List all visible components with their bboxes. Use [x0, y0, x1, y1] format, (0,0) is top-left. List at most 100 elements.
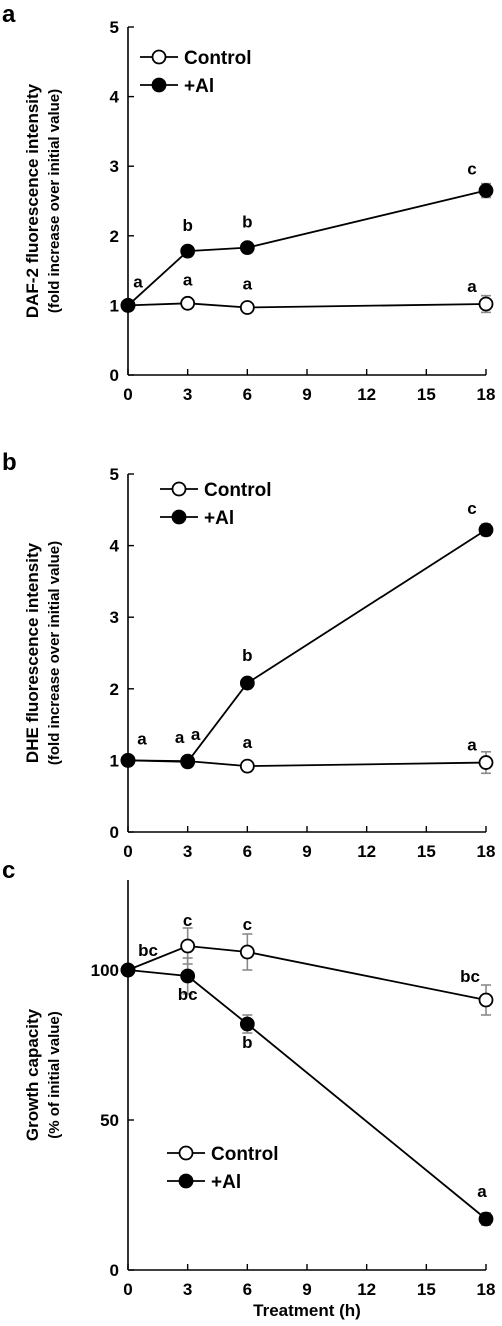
significance-label: b [242, 1033, 252, 1052]
control-point [239, 758, 255, 774]
significance-label: c [243, 915, 252, 934]
al-point [120, 297, 136, 313]
x-tick-label: 3 [183, 842, 192, 861]
x-tick-label: 6 [243, 842, 252, 861]
panel-letter: c [2, 857, 15, 884]
al-point [180, 754, 196, 770]
control-point [478, 296, 494, 312]
y-tick-label: 2 [110, 680, 119, 699]
significance-label: a [243, 733, 253, 752]
significance-label: a [175, 728, 185, 747]
series-line-control [127, 302, 487, 309]
al-point [478, 183, 494, 198]
significance-label: c [183, 911, 192, 930]
significance-label: b [242, 213, 252, 232]
control-point [478, 755, 494, 770]
al-point [180, 243, 196, 259]
y-tick-label: 0 [110, 823, 119, 842]
significance-label: bc [460, 967, 480, 986]
x-tick-label: 12 [357, 842, 376, 861]
x-tick-label: 0 [123, 385, 132, 404]
x-tick-label: 9 [302, 842, 311, 861]
control-point [180, 295, 196, 311]
x-tick-label: 6 [243, 1280, 252, 1299]
legend: Control +Al [140, 48, 252, 97]
panel-c: c 0 50 100 0 3 6 9 12 15 18 Growth capacity (% of in… [2, 857, 495, 1299]
series-line-al [127, 529, 487, 763]
x-tick-label: 12 [357, 385, 376, 404]
x-tick-label: 15 [417, 1280, 436, 1299]
significance-label: a [477, 1182, 487, 1201]
x-tick-label: 3 [183, 385, 192, 404]
legend-label: +Al [184, 76, 214, 97]
significance-label: a [183, 270, 193, 289]
control-point [239, 944, 255, 960]
panel-letter: b [2, 449, 17, 476]
legend-label: +Al [211, 1172, 241, 1193]
legend-label: Control [184, 48, 252, 69]
legend-label: +Al [204, 508, 234, 529]
x-tick-label: 0 [123, 1280, 132, 1299]
y-tick-label: 100 [91, 961, 119, 980]
significance-label: a [133, 272, 143, 291]
series-line-control [127, 945, 487, 1001]
al-point [180, 968, 196, 984]
y-axis-label: Growth capacity [23, 1008, 42, 1141]
y-tick-label: 50 [100, 1111, 119, 1130]
al-point [239, 240, 255, 256]
y-tick-label: 0 [110, 366, 119, 385]
x-tick-label: 18 [477, 1280, 496, 1299]
x-tick-label: 0 [123, 842, 132, 861]
control-point [239, 300, 255, 315]
legend-marker [151, 49, 167, 65]
legend-marker [178, 1173, 194, 1189]
y-tick-label: 3 [110, 608, 119, 627]
al-point [120, 962, 136, 978]
y-axis-sublabel: (% of initial value) [46, 1011, 63, 1139]
control-point [180, 938, 196, 954]
significance-label: a [191, 725, 201, 744]
x-tick-label: 15 [417, 842, 436, 861]
legend-marker [171, 481, 187, 497]
significance-label: a [467, 736, 477, 755]
legend-marker [178, 1145, 194, 1161]
series-line-al [127, 189, 487, 307]
y-axis-label: DAF-2 fluorescence intensity [23, 83, 42, 318]
x-axis-title: Treatment (h) [253, 1301, 361, 1320]
y-tick-label: 5 [110, 465, 119, 484]
legend-marker [171, 509, 187, 525]
panel-letter: a [2, 1, 16, 28]
significance-label: c [467, 499, 476, 518]
x-tick-label: 18 [477, 842, 496, 861]
al-point [120, 753, 136, 768]
legend-label: Control [211, 1144, 279, 1165]
significance-label: bc [178, 985, 198, 1004]
y-tick-label: 5 [110, 18, 119, 37]
y-tick-label: 1 [110, 296, 119, 315]
y-tick-label: 2 [110, 227, 119, 246]
x-tick-label: 12 [357, 1280, 376, 1299]
x-tick-label: 15 [417, 385, 436, 404]
x-tick-label: 18 [477, 385, 496, 404]
control-point [478, 992, 494, 1008]
y-tick-label: 1 [110, 751, 119, 770]
x-tick-label: 9 [302, 385, 311, 404]
y-tick-label: 4 [110, 537, 120, 556]
al-point [239, 1016, 255, 1032]
legend: Control +Al [160, 480, 272, 529]
y-tick-label: 0 [110, 1261, 119, 1280]
al-point [478, 1211, 494, 1227]
significance-label: a [467, 277, 477, 296]
y-axis-sublabel: (fold increase over initial value) [46, 89, 63, 313]
x-tick-label: 6 [243, 385, 252, 404]
al-point [478, 522, 494, 538]
legend-marker [151, 77, 167, 93]
legend: Control +Al [167, 1144, 279, 1193]
significance-label: bc [138, 941, 158, 960]
significance-label: c [467, 160, 476, 179]
significance-label: b [242, 646, 252, 665]
series-line-al [127, 969, 487, 1220]
al-point [239, 675, 255, 691]
y-axis-label: DHE fluorescence intensity [23, 542, 42, 763]
